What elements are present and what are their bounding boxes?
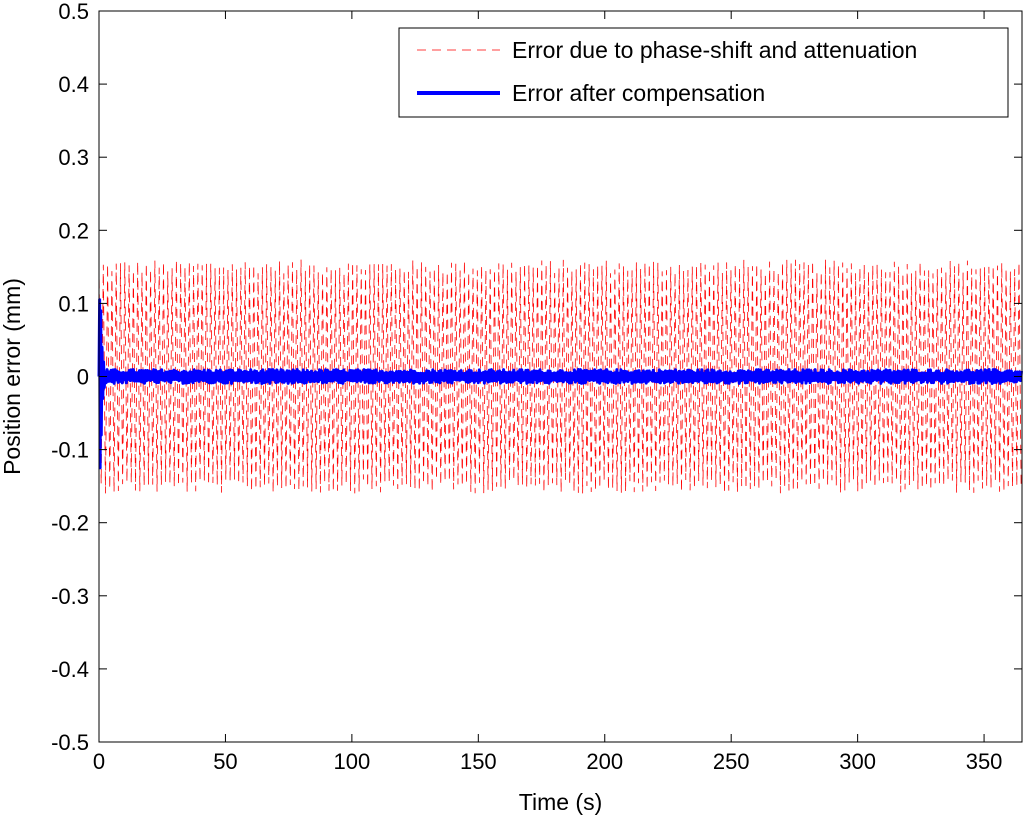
series-compensated-error xyxy=(97,298,1023,470)
x-tick-label: 100 xyxy=(334,749,371,774)
y-axis: -0.5 -0.4 -0.3 -0.2 -0.1 0 0.1 0.2 0.3 0.4 0.5 xyxy=(51,0,1022,755)
x-tick-label: 250 xyxy=(713,749,750,774)
y-tick-label: -0.2 xyxy=(51,511,89,536)
legend-entry-phase-shift: Error due to phase-shift and attenuation xyxy=(512,37,917,63)
legend-box xyxy=(398,27,1009,118)
x-tick-label: 0 xyxy=(93,749,105,774)
line-compensated-error xyxy=(97,298,1023,470)
y-tick-label: -0.4 xyxy=(51,657,89,682)
y-tick-label: -0.3 xyxy=(51,584,89,609)
x-tick-label: 350 xyxy=(966,749,1003,774)
y-axis-label: Position error (mm) xyxy=(0,278,25,475)
x-axis: 0 50 100 150 200 250 300 350 xyxy=(93,11,1003,774)
x-axis-label: Time (s) xyxy=(519,789,602,815)
y-tick-label: -0.1 xyxy=(51,438,89,463)
x-tick-label: 50 xyxy=(213,749,237,774)
x-tick-label: 200 xyxy=(586,749,623,774)
y-tick-label: 0.3 xyxy=(58,145,89,170)
y-tick-label: 0.2 xyxy=(58,218,89,243)
y-tick-label: 0 xyxy=(77,365,89,390)
y-tick-label: 0.4 xyxy=(58,72,89,97)
x-tick-label: 150 xyxy=(460,749,497,774)
y-tick-label: 0.1 xyxy=(58,291,89,316)
x-tick-label: 300 xyxy=(839,749,876,774)
legend: Error due to phase-shift and attenuation… xyxy=(398,27,1009,118)
y-tick-label: 0.5 xyxy=(58,0,89,24)
y-tick-label: -0.5 xyxy=(51,730,89,755)
legend-entry-compensated: Error after compensation xyxy=(512,80,765,106)
